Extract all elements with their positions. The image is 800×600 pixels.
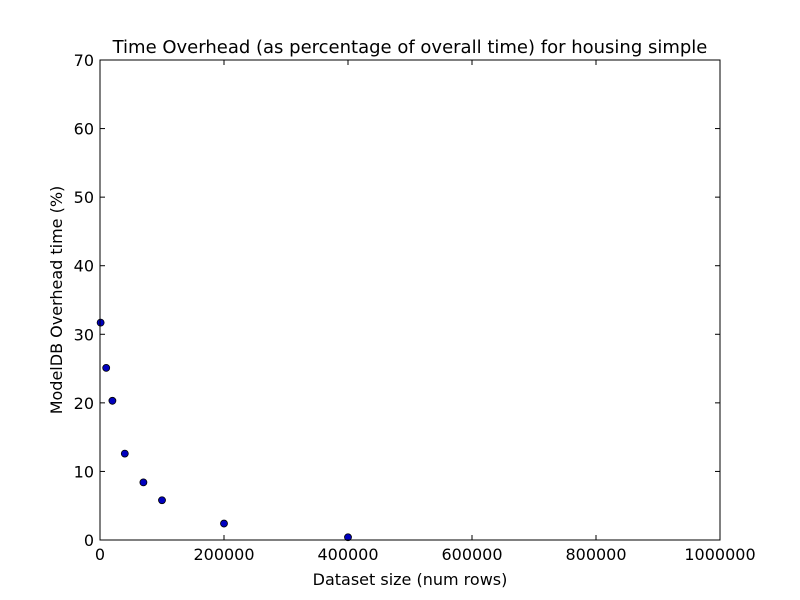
data-point bbox=[139, 478, 148, 487]
plot-frame bbox=[99, 59, 721, 541]
x-tick-label: 800000 bbox=[565, 545, 626, 564]
y-tick-label: 50 bbox=[74, 188, 94, 207]
data-point bbox=[96, 318, 105, 327]
y-tick-label: 0 bbox=[84, 531, 94, 550]
x-tick-label: 600000 bbox=[441, 545, 502, 564]
y-axis-label: ModelDB Overhead time (%) bbox=[47, 186, 66, 415]
y-tick-label: 30 bbox=[74, 325, 94, 344]
data-point bbox=[120, 449, 129, 458]
x-tick-label: 0 bbox=[95, 545, 105, 564]
y-tick-label: 70 bbox=[74, 51, 94, 70]
data-points bbox=[96, 318, 352, 542]
y-tick-label: 20 bbox=[74, 394, 94, 413]
data-point bbox=[102, 363, 111, 372]
x-axis-label: Dataset size (num rows) bbox=[313, 570, 508, 589]
data-point bbox=[108, 396, 117, 405]
x-tick-label: 400000 bbox=[317, 545, 378, 564]
y-tick-label: 10 bbox=[74, 462, 94, 481]
x-tick-label: 200000 bbox=[193, 545, 254, 564]
x-axis-ticks: 0 200000 400000 600000 800000 1000000 bbox=[95, 60, 756, 564]
x-tick-label: 1000000 bbox=[684, 545, 755, 564]
y-tick-label: 60 bbox=[74, 120, 94, 139]
y-tick-label: 40 bbox=[74, 257, 94, 276]
data-point bbox=[158, 496, 166, 505]
data-point bbox=[220, 519, 228, 528]
chart-title: Time Overhead (as percentage of overall … bbox=[112, 37, 708, 58]
data-point bbox=[344, 533, 352, 542]
y-axis-ticks: 0 10 20 30 40 50 60 70 bbox=[74, 51, 720, 550]
